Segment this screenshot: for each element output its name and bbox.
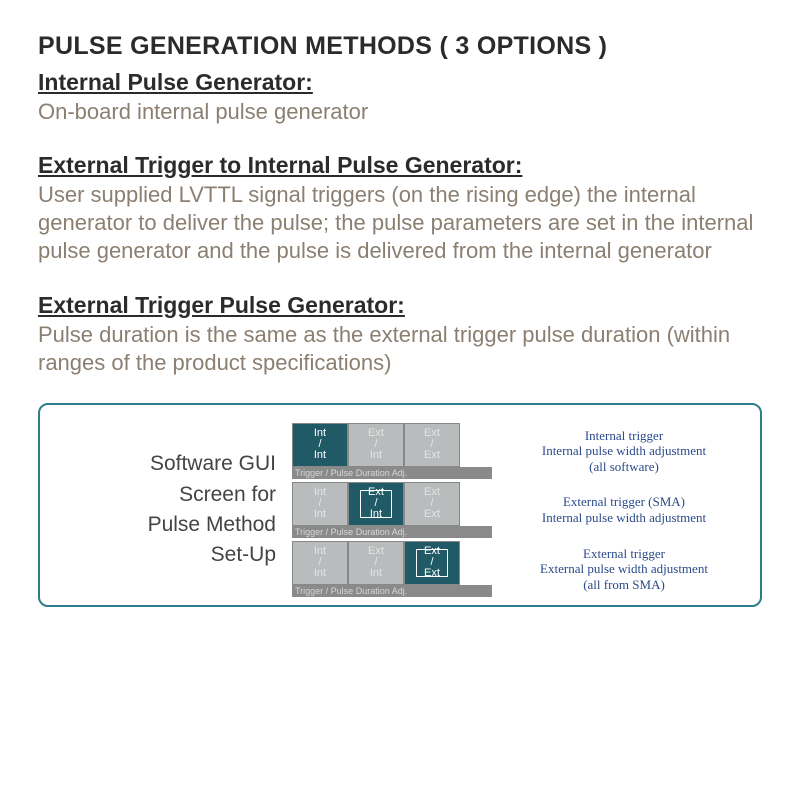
gui-row: Int/Int Ext/Int Ext/Ext Trigger / Pulse … xyxy=(292,482,492,538)
gui-grid: Int/Int Ext/Int Ext/Ext Trigger / Pulse … xyxy=(292,423,492,597)
gui-button-row: Int/Int Ext/Int Ext/Ext xyxy=(292,482,492,526)
mode-button-ext-ext[interactable]: Ext/Ext xyxy=(404,541,460,585)
mode-button-ext-ext[interactable]: Ext/Ext xyxy=(404,482,460,526)
section-body: User supplied LVTTL signal triggers (on … xyxy=(38,181,762,265)
button-label: Ext/Int xyxy=(368,428,384,461)
selection-indicator-icon xyxy=(360,490,392,518)
gui-desc: External triggerExternal pulse width adj… xyxy=(508,546,740,593)
button-label: Ext/Ext xyxy=(424,428,440,461)
section-body: On-board internal pulse generator xyxy=(38,98,762,126)
section-external: External Trigger Pulse Generator: Pulse … xyxy=(38,292,762,377)
gui-panel: Software GUI Screen for Pulse Method Set… xyxy=(38,403,762,607)
mode-button-ext-ext[interactable]: Ext/Ext xyxy=(404,423,460,467)
page: PULSE GENERATION METHODS ( 3 OPTIONS ) I… xyxy=(0,0,800,627)
gui-button-row: Int/Int Ext/Int Ext/Ext xyxy=(292,541,492,585)
gui-label-line: Pulse Method xyxy=(60,510,276,540)
section-body: Pulse duration is the same as the extern… xyxy=(38,321,762,377)
gui-desc: Internal triggerInternal pulse width adj… xyxy=(508,428,740,475)
section-title: Internal Pulse Generator: xyxy=(38,69,762,96)
mode-button-int-int[interactable]: Int/Int xyxy=(292,423,348,467)
button-label: Int/Int xyxy=(314,428,326,461)
gui-label-line: Set-Up xyxy=(60,540,276,570)
gui-caption: Trigger / Pulse Duration Adj. xyxy=(292,526,492,538)
section-internal: Internal Pulse Generator: On-board inter… xyxy=(38,69,762,126)
mode-button-ext-int[interactable]: Ext/Int xyxy=(348,423,404,467)
gui-label: Software GUI Screen for Pulse Method Set… xyxy=(60,449,280,571)
gui-caption: Trigger / Pulse Duration Adj. xyxy=(292,585,492,597)
gui-caption: Trigger / Pulse Duration Adj. xyxy=(292,467,492,479)
mode-button-ext-int[interactable]: Ext/Int xyxy=(348,482,404,526)
mode-button-int-int[interactable]: Int/Int xyxy=(292,482,348,526)
mode-button-int-int[interactable]: Int/Int xyxy=(292,541,348,585)
gui-row: Int/Int Ext/Int Ext/Ext Trigger / Pulse … xyxy=(292,423,492,479)
selection-indicator-icon xyxy=(416,549,448,577)
gui-descriptions: Internal triggerInternal pulse width adj… xyxy=(504,428,740,593)
gui-desc: External trigger (SMA)Internal pulse wid… xyxy=(508,494,740,525)
gui-button-row: Int/Int Ext/Int Ext/Ext xyxy=(292,423,492,467)
section-title: External Trigger Pulse Generator: xyxy=(38,292,762,319)
mode-button-ext-int[interactable]: Ext/Int xyxy=(348,541,404,585)
main-title: PULSE GENERATION METHODS ( 3 OPTIONS ) xyxy=(38,32,762,61)
button-label: Int/Int xyxy=(314,487,326,520)
button-label: Ext/Ext xyxy=(424,487,440,520)
section-ext-to-internal: External Trigger to Internal Pulse Gener… xyxy=(38,152,762,265)
gui-label-line: Screen for xyxy=(60,480,276,510)
button-label: Int/Int xyxy=(314,546,326,579)
button-label: Ext/Int xyxy=(368,546,384,579)
gui-row: Int/Int Ext/Int Ext/Ext Trigger / Pulse … xyxy=(292,541,492,597)
section-title: External Trigger to Internal Pulse Gener… xyxy=(38,152,762,179)
gui-label-line: Software GUI xyxy=(60,449,276,479)
